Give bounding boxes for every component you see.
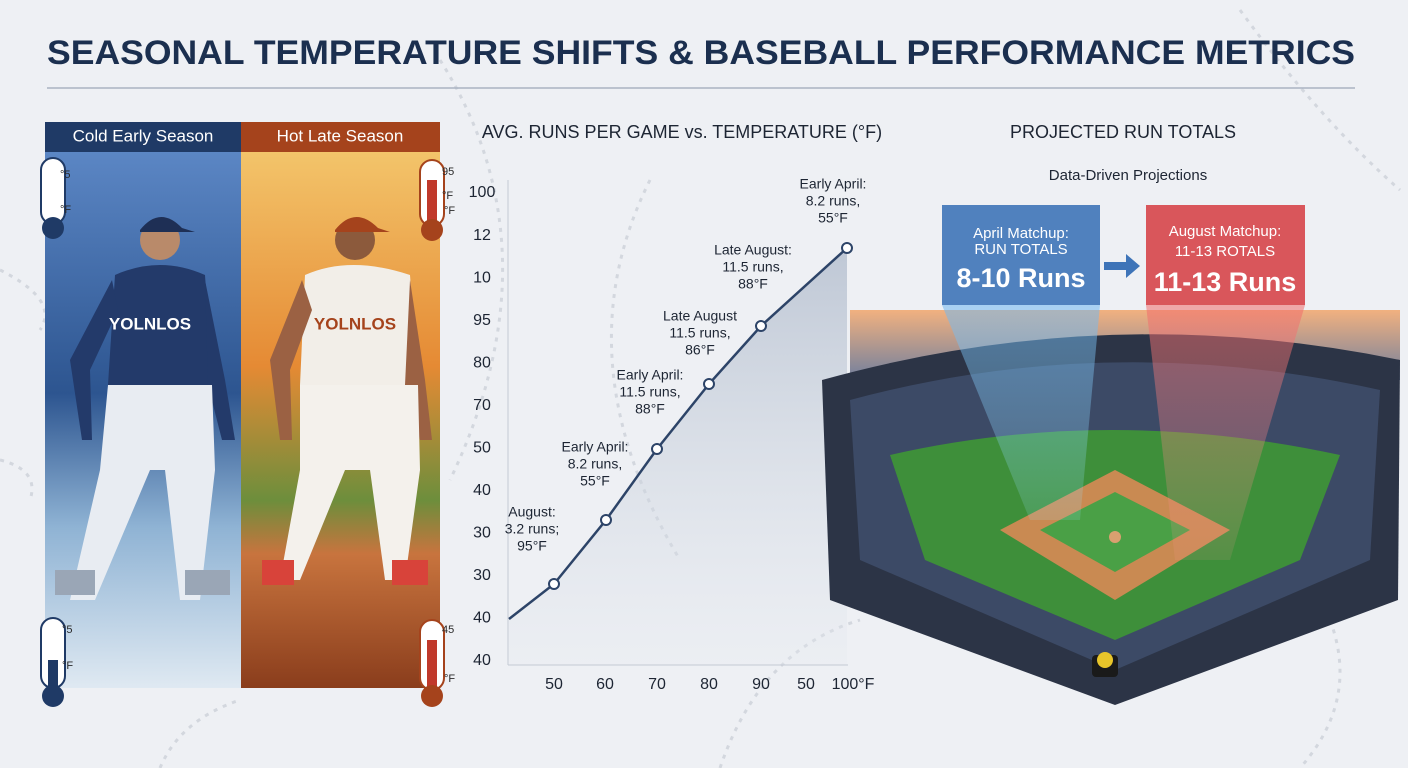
cold-header	[45, 122, 241, 152]
august-heading: August Matchup:	[1169, 223, 1282, 240]
august-total: 11-13 Runs	[1154, 267, 1297, 297]
y-axis-label: 100	[469, 184, 496, 201]
y-axis-label: 40	[473, 652, 491, 669]
thermometer: °5 °F	[40, 617, 73, 707]
august-box	[1146, 205, 1305, 305]
april-box	[942, 205, 1100, 305]
april-total: 8-10 Runs	[956, 263, 1085, 293]
hot-header	[241, 122, 440, 152]
cold-label: Cold Early Season	[73, 126, 214, 145]
y-axis-label: 40	[473, 482, 491, 499]
thermometer-label: °5	[60, 169, 71, 181]
thermometer: 95 °F °F	[419, 159, 455, 241]
annotation: 8.2 runs,	[806, 193, 860, 209]
thermometer-label: °F	[444, 205, 455, 217]
annotation: 86°F	[685, 342, 715, 358]
annotation: 55°F	[818, 210, 848, 226]
x-axis-label: 60	[596, 676, 614, 693]
thermometer-label: 45	[442, 624, 454, 636]
thermometer-label: °F	[444, 673, 455, 685]
annotation: 88°F	[738, 276, 768, 292]
projections: PROJECTED RUN TOTALS Data-Driven Project…	[822, 122, 1400, 705]
annotation: 11.5 runs,	[722, 259, 783, 275]
x-axis-label: 90	[752, 676, 770, 693]
april-subheading: RUN TOTALS	[974, 241, 1067, 258]
y-axis-label: 40	[473, 610, 491, 627]
annotation: Early April:	[562, 439, 629, 455]
hot-label: Hot Late Season	[277, 126, 404, 145]
chart-title: AVG. RUNS PER GAME vs. TEMPERATURE (°F)	[482, 122, 882, 142]
background-decoration	[0, 9, 1401, 768]
cold-jersey: YOLNLOS	[109, 314, 191, 333]
thermometer-label: °F	[442, 190, 453, 202]
thermometer-label: °5	[62, 624, 73, 636]
annotation: Late August	[663, 308, 737, 324]
x-axis-label: 80	[700, 676, 718, 693]
annotation: August:	[508, 504, 555, 520]
annotation: 11.5 runs,	[619, 384, 680, 400]
y-axis-label: 30	[473, 567, 491, 584]
thermometer-label: 95	[442, 166, 454, 178]
y-axis-label: 70	[473, 397, 491, 414]
stadium	[822, 305, 1400, 705]
runs-chart: AVG. RUNS PER GAME vs. TEMPERATURE (°F) …	[469, 122, 882, 693]
annotation: 8.2 runs,	[568, 456, 622, 472]
april-heading: April Matchup:	[973, 225, 1069, 242]
hot-player: YOLNLOS	[262, 216, 432, 585]
y-axis-label: 50	[473, 439, 491, 456]
chart-area	[509, 248, 847, 665]
annotation: 88°F	[635, 401, 665, 417]
projections-subtitle: Data-Driven Projections	[1049, 167, 1207, 184]
y-axis-label: 95	[473, 312, 491, 329]
y-axis-label: 80	[473, 354, 491, 371]
page-title: SEASONAL TEMPERATURE SHIFTS & BASEBALL P…	[47, 34, 1355, 72]
x-axis-label: 100°F	[832, 676, 875, 693]
august-subheading: 11-13 ROTALS	[1175, 243, 1275, 260]
thermometer-label: °F	[62, 660, 73, 672]
annotation: 3.2 runs;	[505, 521, 559, 537]
season-comparison: Cold Early Season Hot Late Season YOLNLO…	[40, 122, 455, 707]
hot-jersey: YOLNLOS	[314, 314, 396, 333]
annotation: 11.5 runs,	[669, 325, 730, 341]
annotation: 55°F	[580, 473, 610, 489]
annotation: Late August:	[714, 242, 792, 258]
projections-title: PROJECTED RUN TOTALS	[1010, 122, 1236, 142]
x-axis-label: 50	[545, 676, 563, 693]
cold-player: YOLNLOS	[55, 216, 235, 600]
annotation: Early April:	[617, 367, 684, 383]
chart-points	[548, 242, 853, 590]
x-axis-label: 70	[648, 676, 666, 693]
arrow	[1104, 254, 1140, 278]
annotation: 95°F	[517, 538, 547, 554]
thermometer: °5 °F	[40, 157, 71, 239]
y-axis-label: 10	[473, 269, 491, 286]
y-axis-label: 12	[473, 227, 491, 244]
x-axis-label: 50	[797, 676, 815, 693]
y-axis-label: 30	[473, 525, 491, 542]
thermometer: 45 °F	[419, 619, 455, 707]
thermometer-label: °F	[60, 204, 71, 216]
annotation: Early April:	[800, 176, 867, 192]
